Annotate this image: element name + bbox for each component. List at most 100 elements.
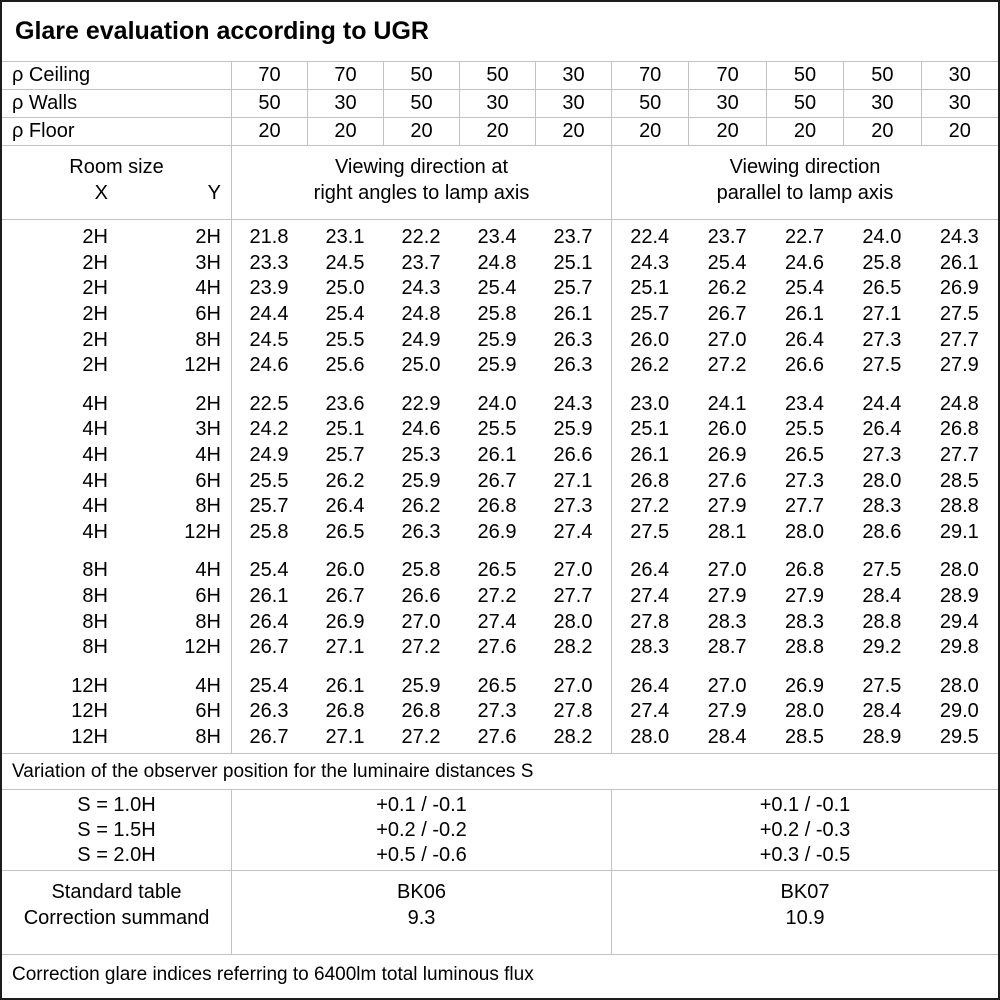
ugr-value-cell: 24.9 bbox=[249, 444, 289, 467]
reflectance-value: 20 bbox=[765, 118, 843, 145]
ugr-value-cell: 26.1 bbox=[553, 303, 593, 326]
vertical-divider-middle bbox=[611, 220, 612, 753]
ugr-value-cell: 27.9 bbox=[939, 354, 979, 377]
ugr-value-cell: 27.4 bbox=[553, 520, 593, 543]
ugr-value-cell: 26.1 bbox=[325, 674, 365, 697]
ugr-value-cell: 24.0 bbox=[862, 226, 902, 249]
reflectance-value: 30 bbox=[688, 90, 765, 117]
ugr-value-cell: 25.9 bbox=[401, 674, 441, 697]
ugr-value-cell: 28.5 bbox=[785, 725, 824, 748]
ugr-value-cell: 27.8 bbox=[630, 610, 670, 633]
summary-parallel-values: BK07 10.9 bbox=[611, 871, 998, 954]
reflectance-row: ρ Ceiling 70 70 50 50 30 70 70 50 50 30 bbox=[2, 62, 998, 90]
reflectance-value: 30 bbox=[920, 90, 998, 117]
reflectance-value: 50 bbox=[231, 90, 307, 117]
room-x-cell: 12H bbox=[71, 725, 108, 748]
ugr-value-cell: 28.2 bbox=[553, 636, 593, 659]
ugr-value-cell: 24.4 bbox=[249, 303, 289, 326]
ugr-value-cell: 26.5 bbox=[477, 674, 517, 697]
ugr-value-cell: 26.8 bbox=[477, 495, 517, 518]
ugr-value-cell: 27.1 bbox=[862, 303, 902, 326]
ugr-value-cell: 28.0 bbox=[553, 610, 593, 633]
ugr-value-cell: 24.3 bbox=[553, 392, 593, 415]
ugr-value-cell: 25.9 bbox=[553, 418, 593, 441]
ugr-value-cell: 28.3 bbox=[862, 495, 902, 518]
ugr-row: 2H 3H 23.3 24.5 23.7 24.8 25.1 24.3 25.4 24.6 25.8… bbox=[2, 251, 998, 277]
room-x-cell: 2H bbox=[82, 328, 108, 351]
reflectance-value: 70 bbox=[611, 62, 688, 89]
ugr-row: 4H 12H 25.8 26.5 26.3 26.9 27.4 27.5 28.1 28.0 28.… bbox=[2, 520, 998, 546]
ugr-value-cell: 24.1 bbox=[707, 392, 747, 415]
reflectance-value: 30 bbox=[459, 90, 535, 117]
ugr-value-cell: 24.9 bbox=[401, 328, 441, 351]
ugr-value-cell: 28.0 bbox=[939, 559, 979, 582]
ugr-value-cell: 25.7 bbox=[325, 444, 365, 467]
ugr-value-cell: 25.5 bbox=[785, 418, 824, 441]
ugr-value-cell: 25.0 bbox=[401, 354, 441, 377]
x-axis-label: X bbox=[94, 182, 108, 204]
group-header-right-angles: Viewing direction at right angles to lam… bbox=[231, 146, 611, 219]
ugr-value-cell: 23.7 bbox=[401, 251, 441, 274]
summary-parallel-value: BK07 bbox=[780, 881, 830, 903]
ugr-value-cell: 27.0 bbox=[707, 328, 747, 351]
ugr-value-cell: 23.1 bbox=[325, 226, 365, 249]
ugr-row: 2H 12H 24.6 25.6 25.0 25.9 26.3 26.2 27.2 26.6 27.… bbox=[2, 353, 998, 379]
ugr-value-cell: 27.3 bbox=[862, 444, 902, 467]
ugr-value-cell: 27.2 bbox=[401, 636, 441, 659]
ugr-value-cell: 25.9 bbox=[477, 354, 517, 377]
ugr-row: 8H 6H 26.1 26.7 26.6 27.2 27.7 27.4 27.9 27.9 28.4… bbox=[2, 584, 998, 610]
ugr-row: 12H 6H 26.3 26.8 26.8 27.3 27.8 27.4 27.9 28.0 28.… bbox=[2, 699, 998, 725]
reflectance-row: ρ Floor 20 20 20 20 20 20 20 20 20 20 bbox=[2, 118, 998, 146]
ugr-value-cell: 27.9 bbox=[707, 585, 747, 608]
reflectance-label: ρ Ceiling bbox=[12, 64, 91, 86]
variation-right-angles-value: +0.1 / -0.1 bbox=[376, 793, 467, 816]
footer-note-row: Correction glare indices referring to 64… bbox=[2, 955, 998, 995]
ugr-value-cell: 26.9 bbox=[477, 520, 517, 543]
ugr-value-cell: 26.4 bbox=[249, 610, 289, 633]
room-y-cell: 2H bbox=[195, 392, 221, 415]
ugr-row: 12H 4H 25.4 26.1 25.9 26.5 27.0 26.4 27.0 26.9 27.… bbox=[2, 674, 998, 700]
ugr-value-cell: 25.8 bbox=[249, 520, 289, 543]
ugr-value-cell: 27.3 bbox=[477, 700, 517, 723]
reflectance-value: 70 bbox=[307, 62, 383, 89]
summary-label: Standard table bbox=[51, 881, 182, 903]
ugr-value-cell: 25.4 bbox=[249, 559, 289, 582]
ugr-value-cell: 26.3 bbox=[249, 700, 289, 723]
ugr-value-cell: 23.4 bbox=[785, 392, 824, 415]
ugr-value-cell: 27.2 bbox=[630, 495, 670, 518]
reflectance-value: 50 bbox=[383, 90, 459, 117]
ugr-value-cell: 26.3 bbox=[553, 354, 593, 377]
page-title: Glare evaluation according to UGR bbox=[15, 17, 429, 45]
room-y-cell: 6H bbox=[195, 469, 221, 492]
room-x-cell: 4H bbox=[82, 495, 108, 518]
ugr-value-cell: 25.7 bbox=[630, 303, 670, 326]
room-x-cell: 4H bbox=[82, 392, 108, 415]
room-x-cell: 2H bbox=[82, 303, 108, 326]
ugr-value-cell: 24.5 bbox=[325, 251, 365, 274]
ugr-value-cell: 23.7 bbox=[553, 226, 593, 249]
ugr-value-cell: 26.1 bbox=[477, 444, 517, 467]
ugr-value-cell: 26.1 bbox=[939, 251, 979, 274]
ugr-value-cell: 24.0 bbox=[477, 392, 517, 415]
ugr-value-cell: 27.2 bbox=[477, 585, 517, 608]
ugr-value-cell: 25.8 bbox=[401, 559, 441, 582]
ugr-value-cell: 24.3 bbox=[630, 251, 670, 274]
ugr-value-cell: 22.2 bbox=[401, 226, 441, 249]
reflectance-label: ρ Floor bbox=[12, 120, 75, 142]
reflectance-value: 20 bbox=[307, 118, 383, 145]
ugr-value-cell: 28.8 bbox=[939, 495, 979, 518]
ugr-value-cell: 28.3 bbox=[785, 610, 824, 633]
ugr-value-cell: 26.8 bbox=[325, 700, 365, 723]
ugr-value-cell: 26.8 bbox=[939, 418, 979, 441]
ugr-value-cell: 25.8 bbox=[477, 303, 517, 326]
room-x-cell: 8H bbox=[82, 610, 108, 633]
room-x-cell: 8H bbox=[82, 559, 108, 582]
ugr-value-cell: 22.7 bbox=[785, 226, 824, 249]
room-y-cell: 8H bbox=[195, 725, 221, 748]
ugr-value-cell: 25.4 bbox=[249, 674, 289, 697]
ugr-data-table: 2H 2H 21.8 23.1 22.2 23.4 23.7 22.4 23.7 22.7 24.0… bbox=[2, 220, 998, 754]
ugr-value-cell: 27.0 bbox=[707, 674, 747, 697]
ugr-row: 8H 12H 26.7 27.1 27.2 27.6 28.2 28.3 28.7 28.8 29.… bbox=[2, 635, 998, 661]
ugr-value-cell: 26.8 bbox=[785, 559, 824, 582]
